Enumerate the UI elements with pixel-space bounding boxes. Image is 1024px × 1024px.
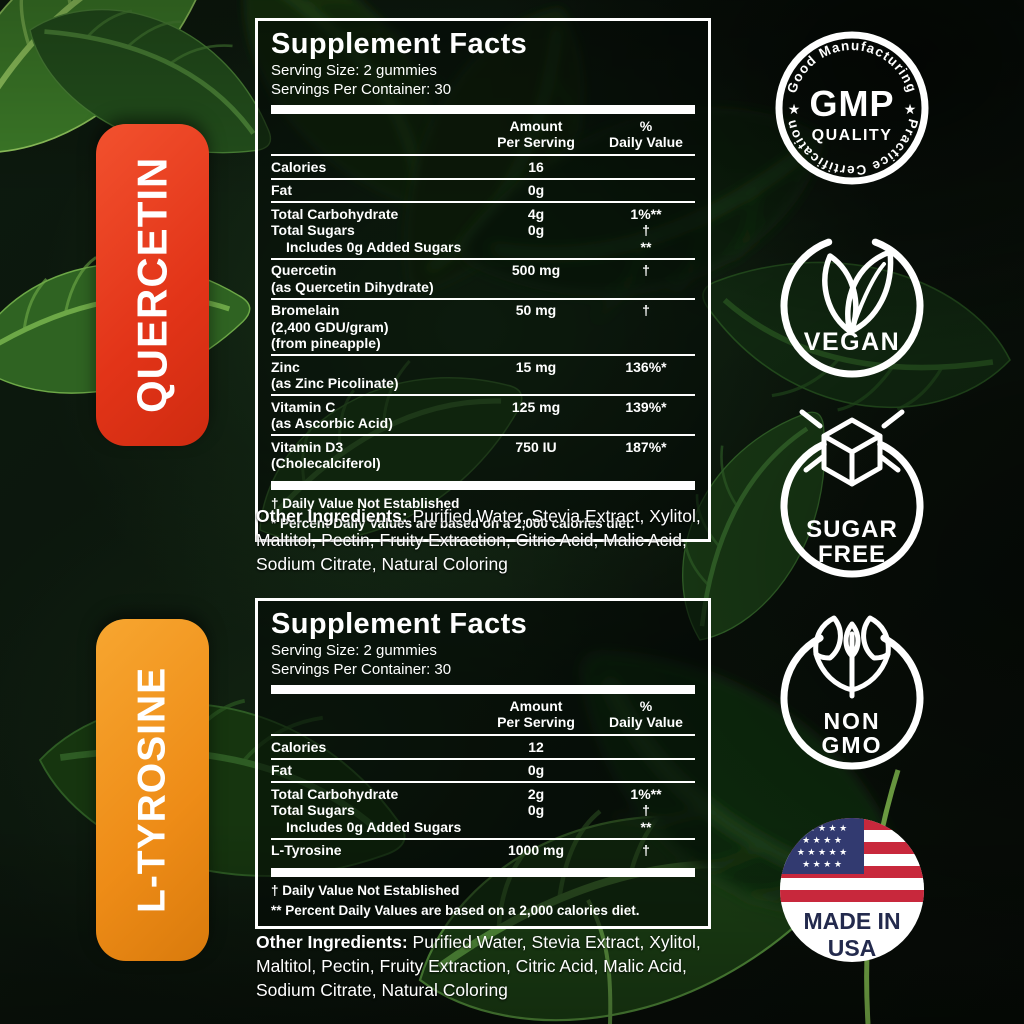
panel-title: Supplement Facts xyxy=(271,608,528,640)
divider-bar xyxy=(271,868,695,877)
table-header: Amount Per Serving % Daily Value xyxy=(271,697,695,736)
table-row: Fat 0g xyxy=(271,177,695,202)
star-icon: ★ xyxy=(788,101,801,117)
vegan-label: VEGAN xyxy=(804,328,900,356)
sugar-free-label-line1: SUGAR xyxy=(806,516,898,543)
sugar-cube-icon xyxy=(799,409,905,487)
footnote-dagger: † Daily Value Not Established xyxy=(271,496,460,511)
star-icon: ★ xyxy=(904,101,917,117)
badge-ring xyxy=(780,440,924,578)
badge-ring xyxy=(775,31,929,185)
table-row: Zinc 15 mg 136%* (as Zinc Picolinate) xyxy=(271,354,695,394)
svg-text:★ ★ ★ ★ ★: ★ ★ ★ ★ ★ xyxy=(797,823,847,833)
table-row: Quercetin 500 mg † (as Quercetin Dihydrate… xyxy=(271,257,695,298)
footnote-asterisk: ** Percent Daily Values are based on a 2… xyxy=(271,902,640,918)
quercetin-ribbon: QUERCETIN xyxy=(96,124,209,446)
usa-flag-icon: ★ ★ ★ ★ ★ ★ ★ ★ ★ ★ ★ ★ ★ ★ ★ ★ ★ ★ xyxy=(780,818,924,902)
supplement-facts-panel-quercetin: Supplement Facts Serving Size: 2 gummies… xyxy=(255,18,711,542)
non-gmo-label-line1: NON xyxy=(823,708,880,734)
table-row: Vitamin C 125 mg 139%* (as Ascorbic Acid) xyxy=(271,394,695,434)
serving-size: Serving Size: 2 gummies xyxy=(271,642,437,659)
made-in-usa-label-line2: USA xyxy=(828,935,877,961)
table-row: Calories 16 xyxy=(271,158,544,175)
quercetin-ribbon-label: QUERCETIN xyxy=(128,156,176,414)
table-row: Calories 12 xyxy=(271,738,544,755)
sugar-free-label-line2: FREE xyxy=(818,541,886,568)
svg-text:★ ★ ★ ★ ★: ★ ★ ★ ★ ★ xyxy=(797,847,847,857)
non-gmo-badge: NON GMO xyxy=(780,615,924,770)
supplement-facts-panel-tyrosine: Supplement Facts Serving Size: 2 gummies… xyxy=(255,598,711,929)
made-in-usa-label-line1: MADE IN xyxy=(803,908,900,934)
table-row: Bromelain 50 mg † (2,400 GDU/gram) (from p… xyxy=(271,297,695,355)
gmp-quality-label: QUALITY xyxy=(812,127,893,144)
badge-ring xyxy=(780,634,924,770)
panel-title: Supplement Facts xyxy=(271,28,528,60)
table-row: Fat 0g xyxy=(271,757,695,782)
table-row: Vitamin D3 750 IU 187%* (Cholecalciferol) xyxy=(271,434,695,474)
non-gmo-label-line2: GMO xyxy=(822,732,883,758)
footnote-asterisk: * Percent Daily Values are based on a 2,… xyxy=(271,515,635,531)
serving-size: Serving Size: 2 gummies xyxy=(271,62,437,79)
sprout-icon xyxy=(813,615,891,699)
table-row: L-Tyrosine 1000 mg † xyxy=(271,837,695,862)
servings-per-container: Servings Per Container: 30 xyxy=(271,661,452,678)
badge-ring xyxy=(780,238,924,378)
table-row: Total Carbohydrate 4g 1%** Total Sugars 0g †… xyxy=(271,201,695,258)
divider-bar xyxy=(271,481,695,490)
l-tyrosine-ribbon: L-TYROSINE xyxy=(96,619,209,961)
divider-bar xyxy=(271,685,695,694)
other-ingredients-tyrosine: Other Ingredients: Purified Water, Stevi… xyxy=(256,932,701,1000)
svg-text:★ ★ ★ ★: ★ ★ ★ ★ xyxy=(802,859,842,869)
gmp-label: GMP xyxy=(809,83,894,124)
servings-per-container: Servings Per Container: 30 xyxy=(271,81,452,98)
l-tyrosine-ribbon-label: L-TYROSINE xyxy=(130,666,174,914)
leaf-icon xyxy=(822,249,894,335)
other-ingredients-quercetin: Other Ingredients: Purified Water, Stevi… xyxy=(256,506,701,574)
vegan-badge: VEGAN xyxy=(780,238,924,378)
divider-bar xyxy=(271,105,695,114)
footnote-dagger: † Daily Value Not Established xyxy=(271,883,460,898)
sugar-free-badge: SUGAR FREE xyxy=(780,409,924,578)
table-header: Amount Per Serving % Daily Value xyxy=(271,117,695,156)
table-row: Total Carbohydrate 2g 1%** Total Sugars 0g †… xyxy=(271,781,695,838)
made-in-usa-badge: ★ ★ ★ ★ ★ ★ ★ ★ ★ ★ ★ ★ ★ ★ ★ ★ ★ ★ MADE… xyxy=(780,818,924,962)
gmp-quality-badge: Good Manufacturing Practice Certificatio… xyxy=(775,31,929,185)
svg-text:★ ★ ★ ★: ★ ★ ★ ★ xyxy=(802,835,842,845)
